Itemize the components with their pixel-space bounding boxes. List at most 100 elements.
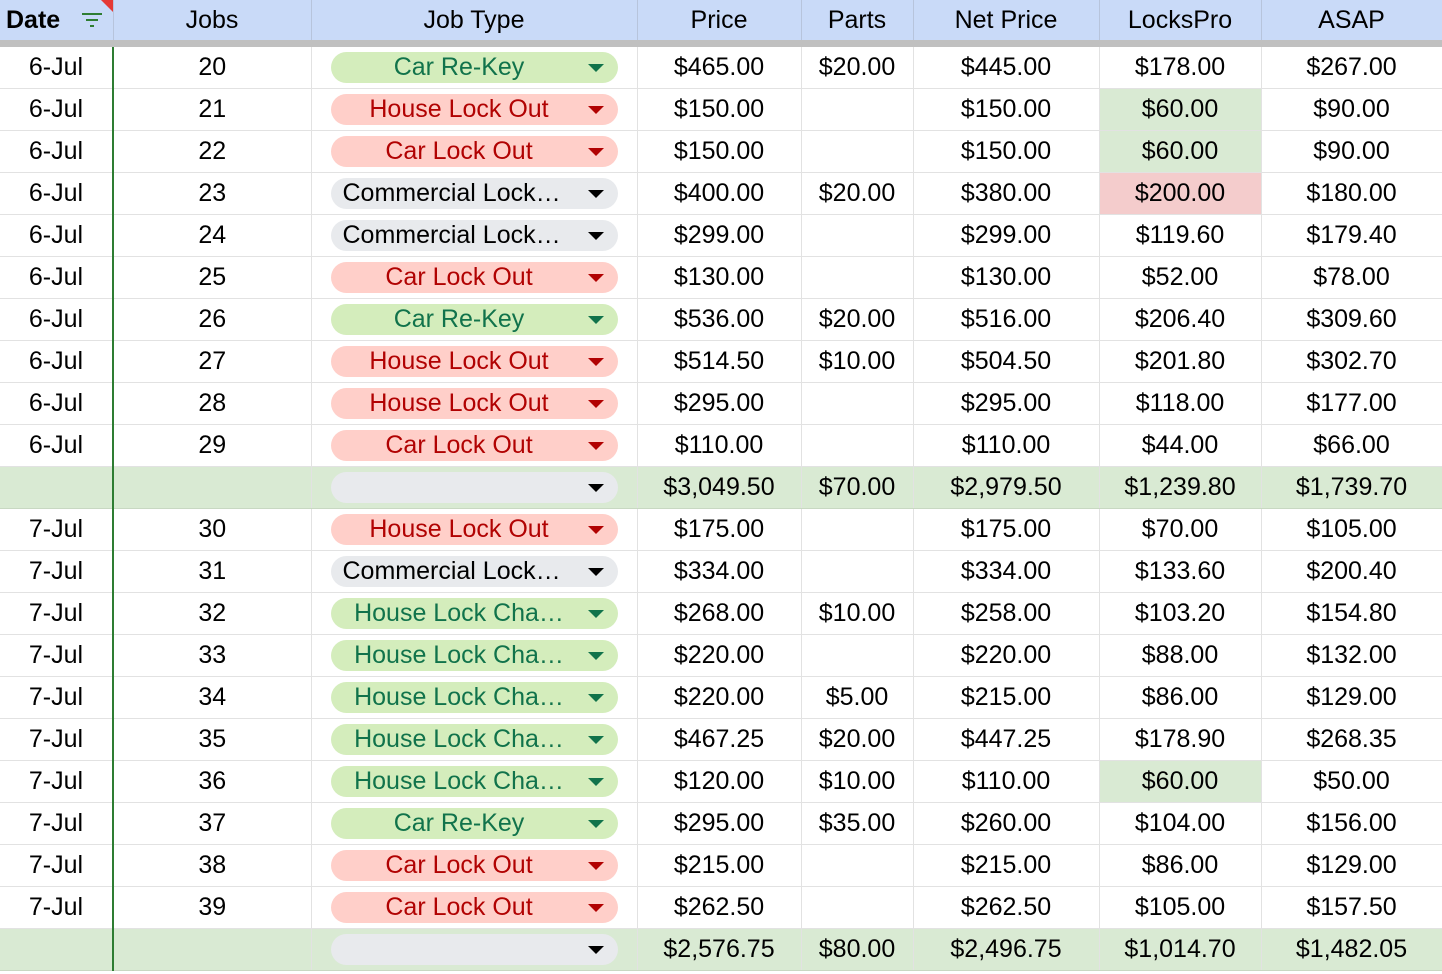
job-type-cell[interactable]: House Lock Out [311, 340, 638, 383]
header-job-type[interactable]: Job Type [311, 0, 638, 47]
asap-cell[interactable]: $1,739.70 [1261, 466, 1442, 509]
net-price-cell[interactable]: $150.00 [913, 88, 1100, 131]
asap-cell[interactable]: $309.60 [1261, 298, 1442, 341]
asap-cell[interactable]: $180.00 [1261, 172, 1442, 215]
price-cell[interactable]: $220.00 [637, 634, 802, 677]
lockspro-cell[interactable]: $86.00 [1099, 844, 1262, 887]
comment-indicator[interactable] [100, 0, 113, 12]
dropdown-arrow-icon[interactable] [587, 316, 604, 324]
job-type-dropdown[interactable]: House Lock Cha… [330, 724, 618, 755]
asap-cell[interactable]: $129.00 [1261, 844, 1442, 887]
date-cell[interactable]: 6-Jul [0, 214, 114, 257]
lockspro-cell[interactable]: $88.00 [1099, 634, 1262, 677]
net-price-cell[interactable]: $299.00 [913, 214, 1100, 257]
price-cell[interactable]: $2,576.75 [637, 928, 802, 971]
jobs-cell[interactable]: 20 [113, 43, 312, 89]
date-cell[interactable]: 7-Jul [0, 634, 114, 677]
asap-cell[interactable]: $157.50 [1261, 886, 1442, 929]
parts-cell[interactable] [801, 550, 914, 593]
price-cell[interactable]: $220.00 [637, 676, 802, 719]
job-type-cell[interactable]: House Lock Cha… [311, 760, 638, 803]
net-price-cell[interactable]: $516.00 [913, 298, 1100, 341]
job-type-dropdown[interactable]: Car Lock Out [330, 850, 618, 881]
asap-cell[interactable]: $78.00 [1261, 256, 1442, 299]
asap-cell[interactable]: $132.00 [1261, 634, 1442, 677]
lockspro-cell[interactable]: $52.00 [1099, 256, 1262, 299]
price-cell[interactable]: $536.00 [637, 298, 802, 341]
lockspro-cell[interactable]: $118.00 [1099, 382, 1262, 425]
asap-cell[interactable]: $66.00 [1261, 424, 1442, 467]
job-type-cell[interactable]: Car Lock Out [311, 424, 638, 467]
parts-cell[interactable]: $70.00 [801, 466, 914, 509]
net-price-cell[interactable]: $295.00 [913, 382, 1100, 425]
price-cell[interactable]: $334.00 [637, 550, 802, 593]
net-price-cell[interactable]: $220.00 [913, 634, 1100, 677]
asap-cell[interactable]: $268.35 [1261, 718, 1442, 761]
lockspro-cell[interactable]: $1,239.80 [1099, 466, 1262, 509]
job-type-dropdown[interactable]: House Lock Out [330, 346, 618, 377]
price-cell[interactable]: $120.00 [637, 760, 802, 803]
price-cell[interactable]: $400.00 [637, 172, 802, 215]
net-price-cell[interactable]: $445.00 [913, 43, 1100, 89]
header-price[interactable]: Price [637, 0, 802, 47]
job-type-dropdown[interactable]: House Lock Cha… [330, 598, 618, 629]
header-lockspro[interactable]: LocksPro [1099, 0, 1262, 47]
asap-cell[interactable]: $154.80 [1261, 592, 1442, 635]
job-type-cell[interactable]: Car Lock Out [311, 130, 638, 173]
price-cell[interactable]: $262.50 [637, 886, 802, 929]
job-type-dropdown[interactable] [330, 934, 618, 965]
parts-cell[interactable] [801, 844, 914, 887]
lockspro-cell[interactable]: $60.00 [1099, 130, 1262, 173]
price-cell[interactable]: $150.00 [637, 88, 802, 131]
price-cell[interactable]: $3,049.50 [637, 466, 802, 509]
asap-cell[interactable]: $200.40 [1261, 550, 1442, 593]
job-type-cell[interactable]: Commercial Lock… [311, 214, 638, 257]
job-type-dropdown[interactable]: House Lock Cha… [330, 766, 618, 797]
date-cell[interactable]: 6-Jul [0, 424, 114, 467]
jobs-cell[interactable]: 39 [113, 886, 312, 929]
job-type-cell[interactable]: Car Re-Key [311, 802, 638, 845]
date-cell[interactable]: 6-Jul [0, 88, 114, 131]
job-type-dropdown[interactable]: House Lock Cha… [330, 682, 618, 713]
jobs-cell[interactable]: 24 [113, 214, 312, 257]
job-type-cell[interactable]: House Lock Cha… [311, 634, 638, 677]
dropdown-arrow-icon[interactable] [587, 904, 604, 912]
asap-cell[interactable]: $1,482.05 [1261, 928, 1442, 971]
lockspro-cell[interactable]: $104.00 [1099, 802, 1262, 845]
job-type-dropdown[interactable]: Car Lock Out [330, 430, 618, 461]
asap-cell[interactable]: $50.00 [1261, 760, 1442, 803]
lockspro-cell[interactable]: $60.00 [1099, 760, 1262, 803]
price-cell[interactable]: $175.00 [637, 508, 802, 551]
price-cell[interactable]: $150.00 [637, 130, 802, 173]
job-type-dropdown[interactable]: Commercial Lock… [330, 178, 618, 209]
date-cell[interactable]: 6-Jul [0, 298, 114, 341]
job-type-dropdown[interactable]: House Lock Cha… [330, 640, 618, 671]
parts-cell[interactable] [801, 886, 914, 929]
header-parts[interactable]: Parts [801, 0, 914, 47]
asap-cell[interactable]: $267.00 [1261, 43, 1442, 89]
dropdown-arrow-icon[interactable] [587, 232, 604, 240]
lockspro-cell[interactable]: $105.00 [1099, 886, 1262, 929]
job-type-cell[interactable]: House Lock Cha… [311, 592, 638, 635]
net-price-cell[interactable]: $504.50 [913, 340, 1100, 383]
header-asap[interactable]: ASAP [1261, 0, 1442, 47]
parts-cell[interactable]: $20.00 [801, 718, 914, 761]
price-cell[interactable]: $110.00 [637, 424, 802, 467]
net-price-cell[interactable]: $215.00 [913, 844, 1100, 887]
date-cell[interactable]: 7-Jul [0, 550, 114, 593]
asap-cell[interactable]: $90.00 [1261, 88, 1442, 131]
jobs-cell[interactable]: 30 [113, 508, 312, 551]
jobs-cell[interactable]: 37 [113, 802, 312, 845]
net-price-cell[interactable]: $334.00 [913, 550, 1100, 593]
lockspro-cell[interactable]: $178.00 [1099, 43, 1262, 89]
job-type-dropdown[interactable]: Car Re-Key [330, 304, 618, 335]
dropdown-arrow-icon[interactable] [587, 526, 604, 534]
dropdown-arrow-icon[interactable] [587, 148, 604, 156]
parts-cell[interactable]: $10.00 [801, 340, 914, 383]
lockspro-cell[interactable]: $200.00 [1099, 172, 1262, 215]
dropdown-arrow-icon[interactable] [587, 610, 604, 618]
lockspro-cell[interactable]: $60.00 [1099, 88, 1262, 131]
net-price-cell[interactable]: $258.00 [913, 592, 1100, 635]
job-type-dropdown[interactable]: Car Lock Out [330, 136, 618, 167]
net-price-cell[interactable]: $130.00 [913, 256, 1100, 299]
